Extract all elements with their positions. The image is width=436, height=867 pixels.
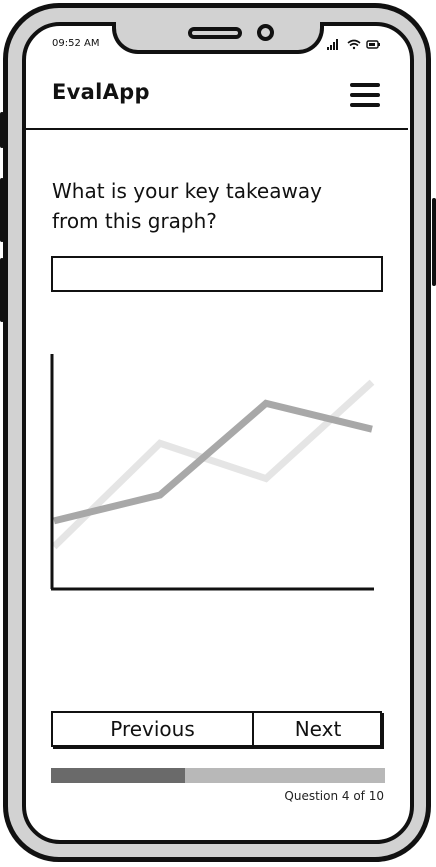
- status-icons: [327, 39, 380, 50]
- volume-down-button: [0, 178, 4, 242]
- progress-label: Question 4 of 10: [284, 789, 384, 803]
- phone-screen: [22, 22, 414, 844]
- line-chart: [50, 354, 375, 591]
- camera-icon: [257, 24, 274, 41]
- side-button: [0, 258, 4, 322]
- series-line-2: [53, 399, 373, 525]
- answer-input[interactable]: [51, 256, 383, 292]
- signal-icon: [327, 39, 338, 50]
- progress-bar-fill: [51, 768, 185, 783]
- header-divider: [26, 128, 408, 130]
- wifi-icon: [347, 39, 361, 50]
- speaker-icon: [188, 27, 242, 39]
- power-button: [432, 198, 436, 286]
- next-button[interactable]: Next: [256, 713, 380, 745]
- previous-button[interactable]: Previous: [53, 713, 254, 745]
- series-line-1: [51, 379, 375, 550]
- status-time: 09:52 AM: [52, 38, 100, 49]
- navigation-buttons: Previous Next: [51, 711, 382, 747]
- app-title: EvalApp: [52, 80, 150, 104]
- question-text: What is your key takeaway from this grap…: [52, 179, 322, 233]
- hamburger-menu-icon[interactable]: [350, 83, 380, 107]
- volume-up-button: [0, 112, 4, 148]
- progress-bar: [51, 768, 385, 783]
- battery-icon: [366, 40, 380, 49]
